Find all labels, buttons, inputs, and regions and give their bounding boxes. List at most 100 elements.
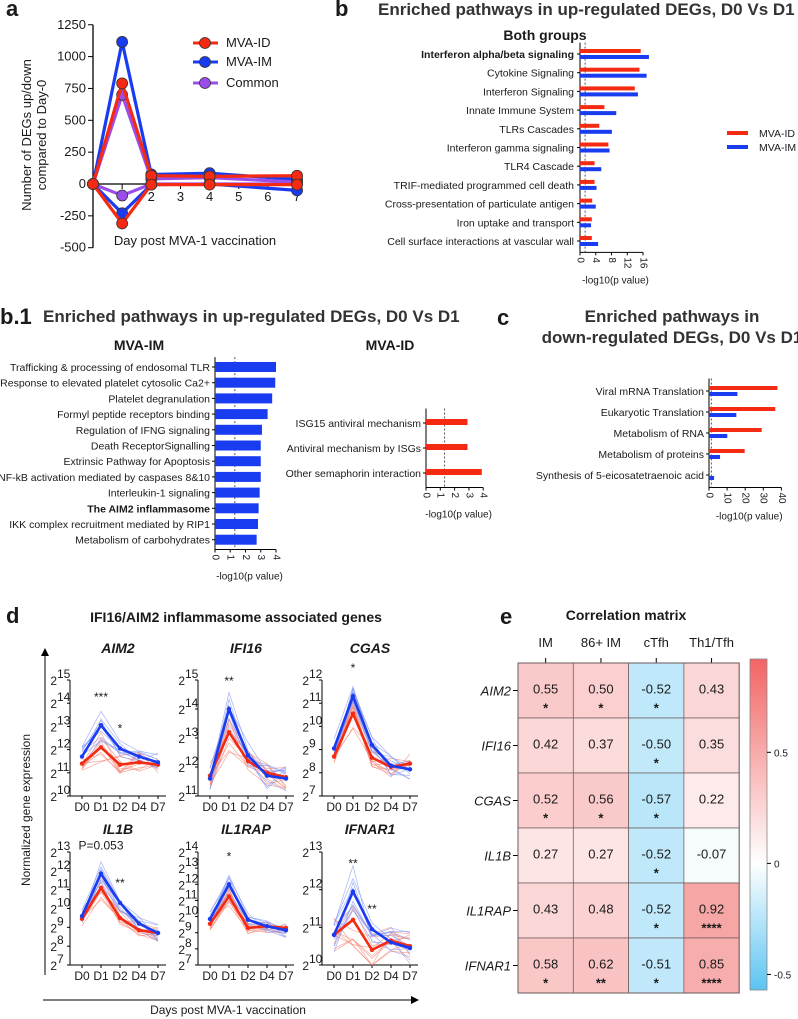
d-mean-point-mva_im: [331, 932, 337, 938]
b-x-tick-label: 16: [637, 257, 648, 269]
d-significance: *: [227, 849, 232, 863]
panel-c-title-line2: down-regulated DEGs, D0 Vs D1: [542, 328, 798, 347]
d-y-tick-exponent: 11: [309, 690, 322, 704]
b-bar-mva-id: [580, 86, 635, 91]
panel-b1-subtitle-id: MVA-ID: [366, 337, 415, 353]
d-gene-title: AIM2: [100, 640, 135, 656]
a-y-label-line1: Number of DEGs up/down: [19, 59, 34, 211]
d-mean-point-mva_id: [369, 755, 375, 760]
e-cell: [683, 662, 740, 719]
d-mean-point-mva_id: [79, 761, 85, 766]
b1_im-bar-mva-im: [215, 409, 268, 420]
d-y-tick-base: 2: [178, 761, 185, 775]
d-mean-point-mva_id: [245, 925, 251, 931]
panel-b1-subtitle-im: MVA-IM: [114, 337, 164, 353]
e-cell-value: 0.35: [699, 737, 724, 752]
d-mean-point-mva_id: [369, 947, 375, 953]
d-mean-point-mva_id: [98, 885, 104, 890]
d-mean-point-mva_id: [226, 894, 232, 899]
e-row-label: IL1B: [484, 849, 511, 864]
panel-label-c: c: [497, 305, 509, 330]
b-bar-mva-id: [580, 49, 641, 53]
d-mean-point-mva_im: [226, 706, 232, 712]
e-cell: [517, 827, 574, 884]
e-cell: [628, 937, 685, 994]
d-mean-point-mva_id: [245, 759, 251, 764]
e-cell-significance: *: [598, 811, 604, 826]
d-x-tick-label: D1: [93, 800, 109, 814]
a-y-tick-label: -500: [60, 240, 86, 255]
d-mean-point-mva_im: [350, 694, 356, 699]
panel-b-subtitle: Both groups: [503, 27, 586, 43]
d-mean-point-mva_im: [136, 921, 142, 926]
d-x-tick-label: D7: [150, 800, 166, 814]
b-category-label: Cross-presentation of particulate antige…: [385, 199, 574, 211]
d-individual-line-mva_im: [333, 701, 411, 768]
d-y-tick-base: 2: [178, 674, 185, 688]
b1_im-category-label: NF-kB activation mediated by caspases 8&…: [0, 472, 210, 484]
b1_im-bar-mva-im: [215, 440, 261, 451]
b-bar-mva-im: [580, 92, 638, 97]
c-x-tick-label: 20: [740, 493, 751, 505]
e-cell-value: 0.48: [588, 902, 613, 917]
d-gene-title: IFNAR1: [345, 821, 396, 837]
c-bar-mva-im: [709, 476, 715, 480]
b1_id-bar-mva-id: [426, 469, 482, 475]
d-x-tick-label: D2: [112, 800, 128, 814]
d-y-tick-base: 2: [302, 790, 309, 804]
b-bar-mva-im: [580, 185, 597, 190]
a-legend-label: Common: [226, 75, 279, 90]
b1_im-category-label: Response to elevated platelet cytosolic …: [0, 378, 210, 390]
panel-label-b: b: [335, 0, 348, 21]
d-mean-point-mva_im: [136, 754, 142, 759]
b-category-label: Innate Immune System: [466, 105, 574, 117]
d-y-tick-exponent: 8: [57, 933, 64, 947]
a-line-common-up: [91, 89, 298, 185]
e-row-label: AIM2: [480, 684, 512, 699]
c-category-label: Eukaryotic Translation: [601, 407, 704, 419]
d-gene-title: CGAS: [350, 640, 391, 656]
d-x-tick-label: D4: [383, 969, 399, 983]
e-colorbar-label: -0.5: [774, 970, 792, 981]
d-x-tick-label: D7: [278, 800, 294, 814]
d-mean-point-mva_im: [388, 763, 394, 769]
a-y-tick-label: 1000: [57, 49, 86, 64]
e-cell-significance: *: [543, 701, 549, 716]
d-mean-point-mva_im: [245, 917, 251, 922]
e-cell-significance: *: [654, 976, 660, 991]
d-individual-line-mva_id: [333, 710, 411, 775]
e-colorbar-label: 0.5: [774, 748, 788, 759]
d-mean-point-mva_id: [407, 761, 413, 766]
panel-b1-title: Enriched pathways in up-regulated DEGs, …: [43, 307, 460, 326]
b1_id-x-tick-label: 3: [463, 493, 474, 499]
b-bar-mva-id: [580, 105, 605, 110]
d-mean-point-mva_id: [350, 917, 356, 922]
c-x-tick-label: 0: [703, 493, 714, 499]
a-legend-label: MVA-IM: [226, 54, 272, 69]
panel-b-title: Enriched pathways in up-regulated DEGs, …: [378, 0, 795, 19]
e-cell-significance: *: [654, 756, 660, 771]
e-colorbar: [749, 658, 768, 991]
b1_im-bar-mva-im: [215, 487, 260, 498]
b-x-tick-label: 8: [606, 257, 617, 263]
b1_im-category-label: Formyl peptide receptors binding: [57, 409, 210, 421]
a-x-tick-label: 5: [235, 189, 242, 204]
d-y-tick-base: 2: [50, 790, 57, 804]
d-individual-line-mva_im: [81, 736, 159, 756]
e-cell: [572, 772, 629, 829]
d-x-tick-label: D4: [383, 800, 399, 814]
d-significance: P=0.053: [78, 839, 123, 853]
b-category-label: Cell surface interactions at vascular wa…: [387, 236, 574, 248]
c-bar-mva-id: [709, 386, 778, 390]
b-legend-swatch: [727, 145, 748, 149]
c-x-tick-label: 40: [776, 493, 787, 505]
d-mean-point-mva_im: [407, 767, 413, 772]
e-cell-value: 0.50: [588, 682, 613, 697]
d-y-tick-exponent: 11: [57, 877, 70, 891]
d-y-tick-base: 2: [50, 846, 57, 860]
d-y-tick-exponent: 10: [309, 952, 323, 966]
panel-label-a: a: [6, 0, 19, 21]
d-y-tick-exponent: 10: [309, 713, 323, 727]
e-cell-significance: **: [596, 976, 607, 991]
b1_im-category-label: Metabolism of carbohydrates: [75, 535, 210, 547]
